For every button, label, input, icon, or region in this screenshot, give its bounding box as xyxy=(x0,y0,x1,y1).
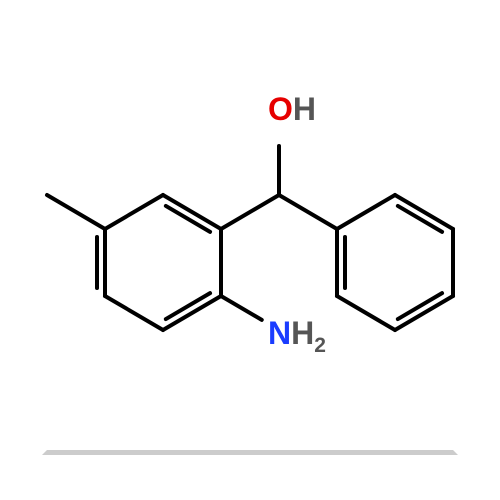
bond-B6-B1 xyxy=(337,195,395,229)
bond-B3-B4 xyxy=(395,296,453,330)
label-NH2: NH2 xyxy=(268,315,326,357)
bond-B2-B3 xyxy=(337,296,395,330)
bond-A5-C7 xyxy=(221,195,279,229)
label-OH: OH xyxy=(268,91,316,127)
molecule-diagram: OH NH2 xyxy=(0,0,500,500)
bond-CH3-A1 xyxy=(47,195,105,229)
bond-A6-A1 xyxy=(105,195,163,229)
bond-C7-B1 xyxy=(279,195,337,229)
bond-A5-A6 xyxy=(163,195,221,229)
bond-B5-B6 xyxy=(395,195,453,229)
bond-A4-N xyxy=(221,296,262,320)
shadow-strip xyxy=(42,450,458,455)
bond-A3-A4 xyxy=(163,296,221,330)
bond-A2-A3 xyxy=(105,296,163,330)
